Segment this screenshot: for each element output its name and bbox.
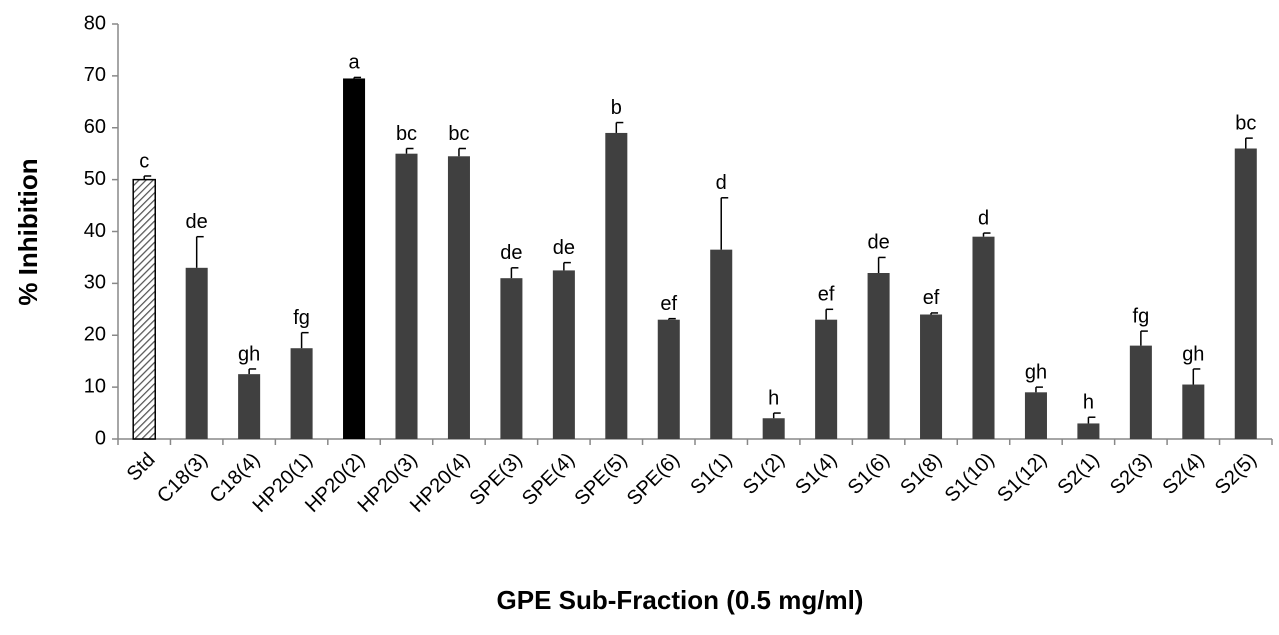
significance-label: gh xyxy=(1182,343,1204,365)
significance-label: h xyxy=(768,387,779,409)
bar xyxy=(185,267,208,439)
significance-label: ef xyxy=(923,287,940,309)
significance-label: d xyxy=(716,172,727,194)
bar xyxy=(500,278,523,439)
y-tick-label: 70 xyxy=(84,64,106,86)
x-tick-label: SPE(3) xyxy=(466,449,527,510)
bar xyxy=(867,273,890,439)
bar xyxy=(132,178,156,440)
x-tick-label: SPE(6) xyxy=(623,449,684,510)
significance-label: de xyxy=(867,232,889,254)
y-tick-label: 30 xyxy=(84,272,106,294)
y-tick-label: 0 xyxy=(95,427,106,449)
bar xyxy=(1129,345,1152,439)
bar xyxy=(290,348,313,439)
x-tick-label: S1(1) xyxy=(686,449,736,499)
bar xyxy=(343,78,366,439)
significance-label: fg xyxy=(293,307,310,329)
significance-label: bc xyxy=(396,123,417,145)
significance-label: c xyxy=(139,150,149,172)
y-tick-label: 40 xyxy=(84,220,106,242)
significance-label: h xyxy=(1083,391,1094,413)
x-tick-label: S2(5) xyxy=(1211,449,1261,499)
significance-label: bc xyxy=(1235,112,1256,134)
bar xyxy=(395,153,418,439)
x-tick-label: S2(1) xyxy=(1054,449,1104,499)
significance-label: bc xyxy=(448,123,469,145)
significance-label: gh xyxy=(1025,361,1047,383)
y-tick-label: 60 xyxy=(84,116,106,138)
bar xyxy=(238,374,261,439)
significance-label: de xyxy=(553,237,575,259)
bar xyxy=(815,319,838,439)
x-tick-label: S2(4) xyxy=(1158,449,1208,499)
x-tick-label: S1(12) xyxy=(993,449,1051,507)
x-axis-title: GPE Sub-Fraction (0.5 mg/ml) xyxy=(497,585,864,615)
bar xyxy=(1077,423,1100,439)
bar xyxy=(1234,148,1257,439)
bar xyxy=(710,249,733,439)
significance-label: d xyxy=(978,207,989,229)
significance-label: gh xyxy=(238,343,260,365)
significance-label: ef xyxy=(818,284,835,306)
significance-label: a xyxy=(348,52,360,74)
x-tick-label: S1(10) xyxy=(941,449,999,507)
bar xyxy=(762,418,785,439)
x-tick-label: SPE(4) xyxy=(518,449,579,510)
bar xyxy=(552,270,575,439)
x-tick-label: S1(4) xyxy=(791,449,841,499)
significance-label: ef xyxy=(660,293,677,315)
x-tick-label: SPE(5) xyxy=(570,449,631,510)
y-tick-label: 80 xyxy=(84,12,106,34)
x-tick-label: Std xyxy=(123,449,160,486)
significance-label: de xyxy=(500,242,522,264)
x-tick-label: C18(3) xyxy=(153,449,212,508)
x-tick-label: S2(3) xyxy=(1106,449,1156,499)
bar xyxy=(1024,392,1047,439)
y-axis-title: % Inhibition xyxy=(13,158,43,305)
x-tick-label: S1(6) xyxy=(844,449,894,499)
bar xyxy=(605,132,628,439)
bar xyxy=(972,236,995,439)
bar xyxy=(1182,384,1205,439)
bar xyxy=(657,319,680,439)
bar xyxy=(920,314,943,439)
x-tick-label: S1(8) xyxy=(896,449,946,499)
significance-label: de xyxy=(186,211,208,233)
x-tick-label: S1(2) xyxy=(739,449,789,499)
significance-label: b xyxy=(611,97,622,119)
significance-label: fg xyxy=(1133,305,1150,327)
y-tick-label: 10 xyxy=(84,375,106,397)
bar xyxy=(447,156,470,439)
y-tick-label: 20 xyxy=(84,324,106,346)
y-tick-label: 50 xyxy=(84,168,106,190)
